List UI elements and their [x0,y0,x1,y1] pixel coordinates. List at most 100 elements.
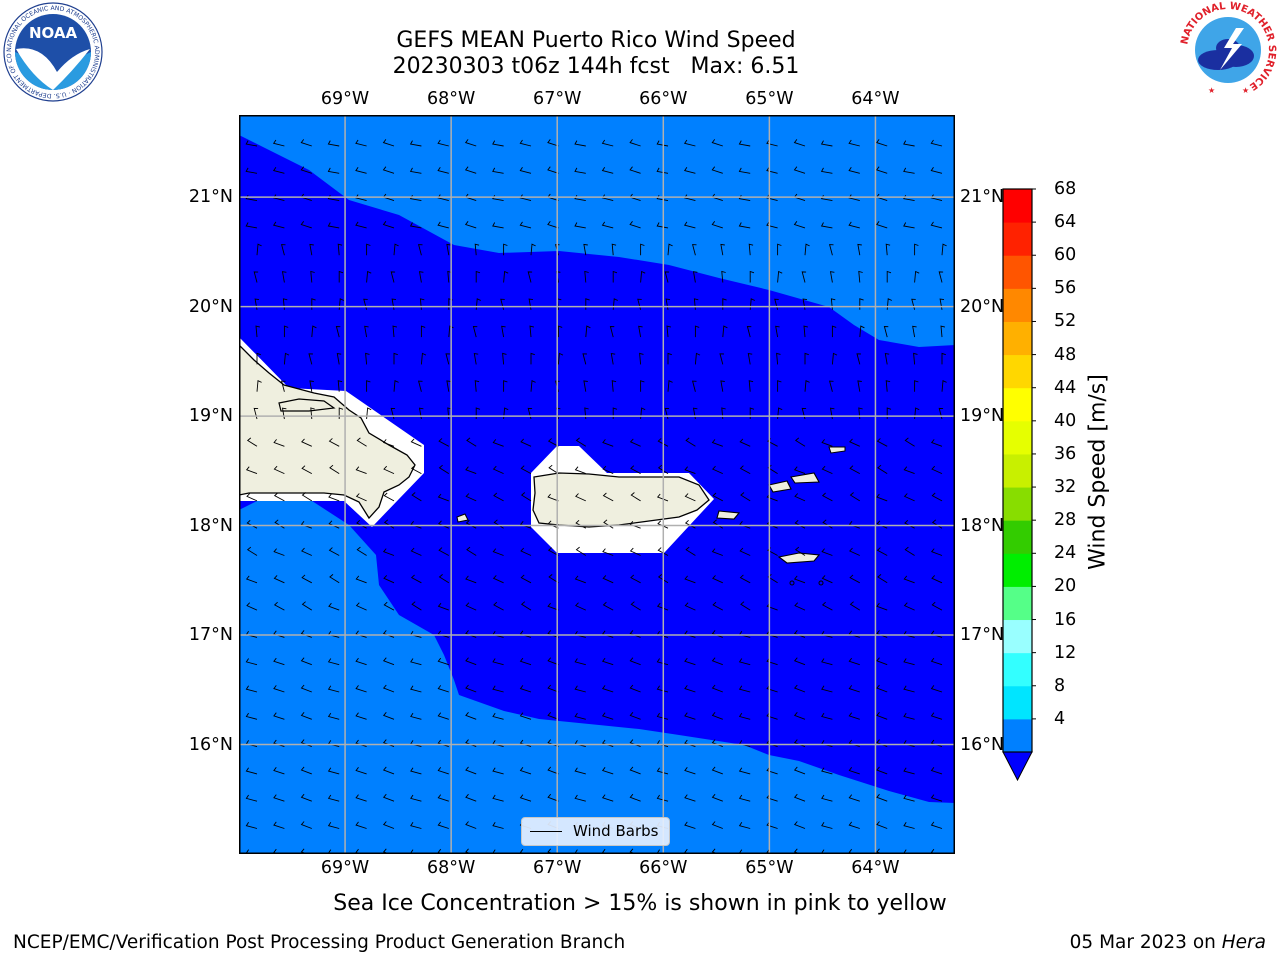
wind-barb [465,739,477,748]
wind-barb [574,466,586,475]
footer-host: Hera [1221,932,1266,953]
wind-barb [848,167,860,174]
wind-barb [848,630,860,638]
wind-barb [930,685,943,693]
colorbar-tick: 32 [1054,477,1077,498]
wind-barb [383,601,395,611]
wind-barb [283,325,289,338]
wind-barb [930,848,938,854]
wind-barb [300,166,312,174]
wind-barb [766,167,778,174]
wind-barb [766,139,778,147]
wind-barb [859,325,865,338]
wind-barb [903,493,915,502]
wind-barb [575,493,586,502]
footer-date-text: 05 Mar 2023 on [1069,932,1222,953]
wind-barb [520,465,532,474]
colorbar-segment [1003,718,1032,753]
wind-barb [410,465,422,474]
wind-barb [410,712,422,720]
wind-barb [829,244,834,256]
wind-barb [610,353,616,365]
wind-barb [575,437,587,447]
wind-barb [503,380,508,392]
wind-barb [629,684,641,693]
figure-title: GEFS MEAN Puerto Rico Wind Speed [396,28,796,53]
wind-barb [801,271,807,283]
wind-barb [602,439,614,447]
wind-barb [437,493,449,502]
wind-barb [446,243,451,256]
wind-barb [382,221,395,229]
colorbar-segment [1003,685,1032,720]
wind-barb [465,519,477,529]
wind-barb [392,325,398,338]
wind-barb [630,492,641,502]
wind-barb [547,438,559,447]
wind-barb [601,685,614,693]
wind-barb [492,465,504,475]
wind-barb [664,271,670,283]
wind-barb [410,438,422,447]
wind-barb [382,821,395,829]
wind-barb [821,794,833,802]
wind-barb [356,519,367,529]
colorbar-tick: 44 [1054,377,1077,398]
wind-barb [877,464,888,474]
wind-barb [639,352,644,365]
wind-barb [283,352,290,365]
wind-barb [738,712,751,720]
wind-barb [903,466,915,475]
wind-barb [793,848,802,854]
wind-barb [530,243,536,256]
wind-barb [684,712,696,720]
wind-barb [684,657,696,666]
wind-barb [821,492,833,502]
wind-barb [775,325,780,338]
wind-barb [849,492,861,502]
wind-barb [684,630,696,638]
wind-barb [520,438,532,447]
figure-subtitle: 20230303 t06z 144h fcst Max: 6.51 [392,54,800,79]
colorbar-tick: 28 [1054,510,1077,531]
wind-barb [656,602,669,611]
wind-barb [327,658,340,666]
wind-barb [876,438,888,447]
wind-barb [914,380,919,392]
wind-barb [328,547,340,556]
wind-barb [794,437,806,447]
wind-barb [602,601,614,611]
wind-barb [410,574,422,584]
wind-barb [738,140,751,147]
wind-barb [437,221,449,229]
wind-barb [273,575,285,584]
wind-barb [720,380,725,392]
wind-barb [876,602,888,611]
wind-barb [464,166,477,174]
wind-barb [848,685,860,693]
wind-barb [437,602,449,611]
wind-barb [519,794,532,802]
wind-barb [748,380,754,392]
wind-barb [739,521,751,529]
wind-barb [382,166,395,174]
wind-barb [245,685,258,693]
wind-barb [611,243,617,256]
wind-barb [547,221,559,229]
wind-barb [465,712,477,720]
wind-barb [848,712,860,720]
wind-barb [656,685,669,693]
wind-barb [877,574,888,584]
wind-barb [465,657,477,666]
wind-barb [383,465,395,475]
wind-barb [519,167,532,174]
wind-barb [365,352,370,365]
wind-barb [683,139,696,147]
wind-barb [711,793,723,802]
wind-barb [657,438,669,447]
wind-barb [630,601,641,611]
wind-barb [465,848,473,854]
wind-barb [609,326,615,338]
wind-barb [848,221,860,229]
